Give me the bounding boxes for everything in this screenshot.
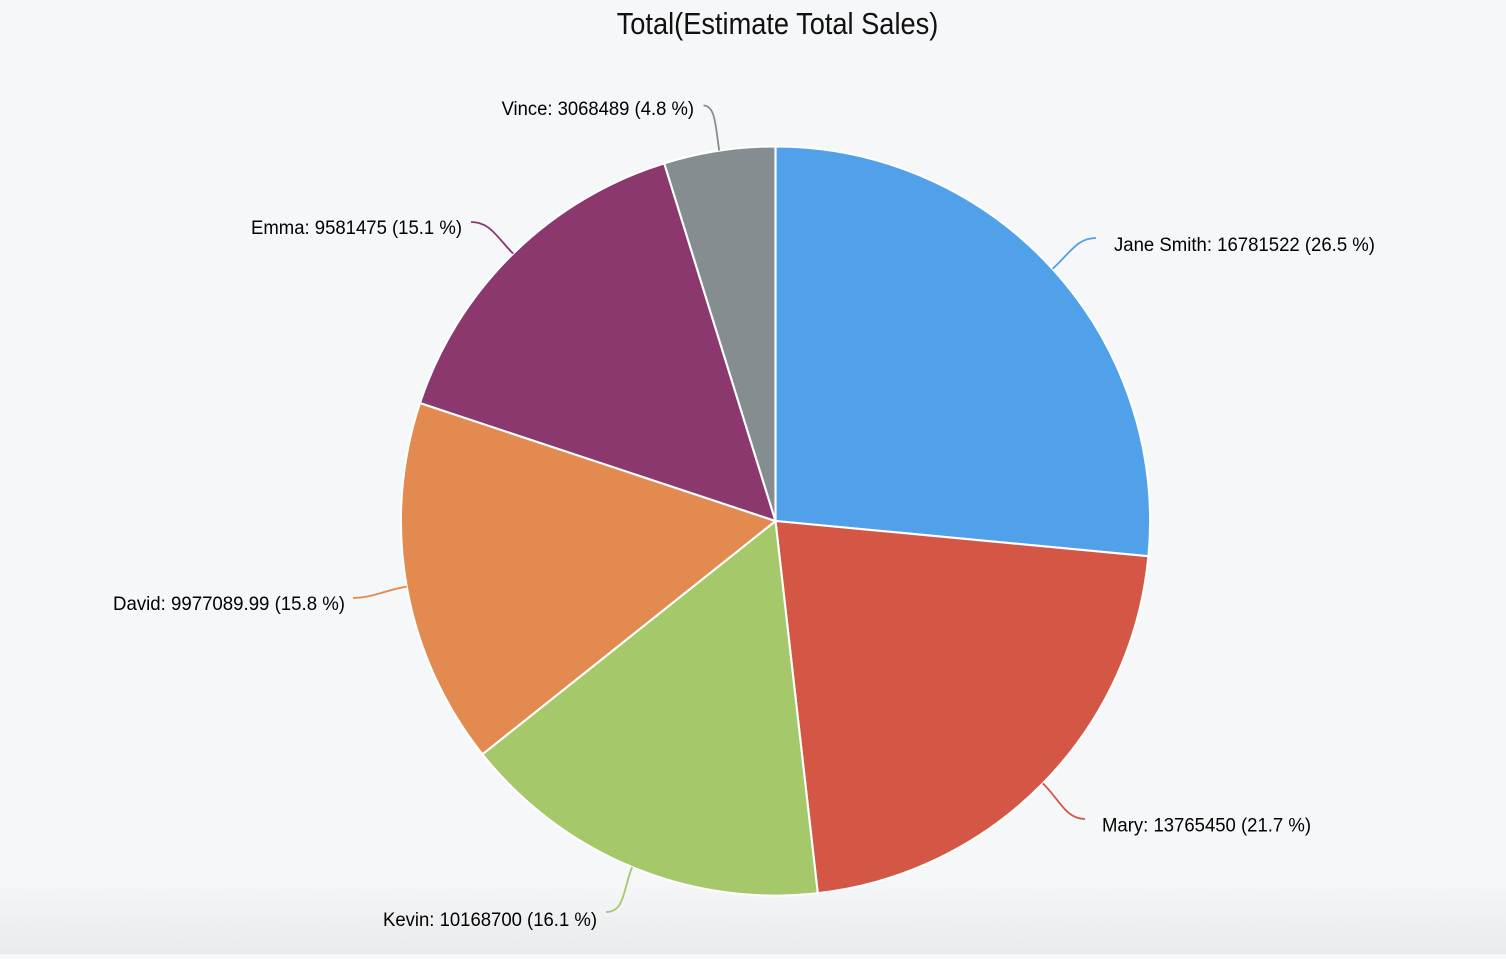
svg-text:Total(Estimate Total Sales): Total(Estimate Total Sales) [617, 6, 939, 41]
svg-text:David: 9977089.99 (15.8 %): David: 9977089.99 (15.8 %) [113, 593, 345, 615]
svg-text:Emma: 9581475 (15.1 %): Emma: 9581475 (15.1 %) [251, 217, 462, 239]
svg-text:Mary: 13765450 (21.7 %): Mary: 13765450 (21.7 %) [1102, 815, 1311, 837]
svg-text:Vince: 3068489 (4.8 %): Vince: 3068489 (4.8 %) [502, 98, 694, 120]
svg-text:Jane Smith: 16781522 (26.5 %): Jane Smith: 16781522 (26.5 %) [1114, 234, 1375, 256]
svg-text:Kevin: 10168700 (16.1 %): Kevin: 10168700 (16.1 %) [383, 909, 597, 931]
